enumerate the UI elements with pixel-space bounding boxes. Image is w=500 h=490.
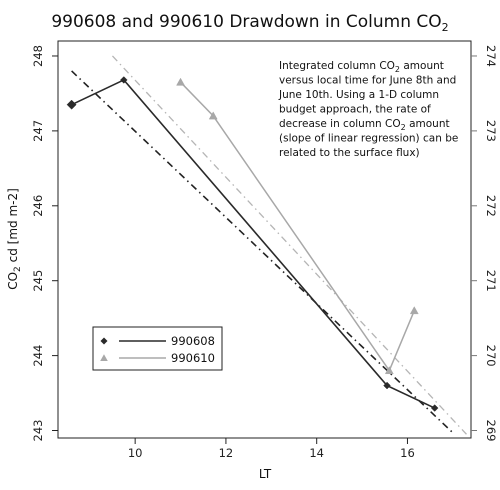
annotation-line: decrease in column CO2 amount [279, 118, 450, 132]
data-point-990610 [384, 366, 394, 375]
regression-lines [71, 55, 467, 435]
data-point-990610 [176, 77, 185, 86]
x-tick-label: 14 [309, 446, 324, 460]
y-left-tick-label: 248 [31, 45, 45, 67]
legend-entries: 990608 990610 [100, 334, 215, 365]
data-point-990608 [120, 76, 128, 84]
data-point-990610 [208, 111, 218, 120]
annotation-text: June 10th. Using a 1-D column [278, 89, 439, 101]
annotation-text: amount [406, 118, 450, 130]
y-right-tick-label: 271 [484, 270, 498, 292]
annotation-text: (slope of linear regression) can be [279, 133, 458, 145]
legend-marker-990610 [100, 354, 108, 362]
annotation-text: versus local time for June 8th and [279, 75, 456, 87]
annotation-line: June 10th. Using a 1-D column [278, 89, 439, 101]
y-left-tick-label: 244 [31, 345, 45, 367]
legend-label-990608: 990608 [171, 334, 215, 348]
y-left-tick-label: 247 [31, 120, 45, 142]
series-lines [71, 78, 436, 409]
legend-marker-990608 [100, 337, 108, 345]
y-right-tick-label: 272 [484, 195, 498, 217]
legend-label-990610: 990610 [171, 351, 215, 365]
annotation-subscript: 2 [401, 123, 406, 132]
y-axis-label-tail: cd [md m-2] [6, 188, 20, 266]
annotation-line: Integrated column CO2 amount [279, 60, 444, 74]
y-axis-label: CO2 cd [md m-2] [6, 188, 23, 290]
data-point-990608 [430, 404, 439, 412]
x-axis-label: LT [259, 467, 272, 481]
x-tick-label: 10 [128, 446, 143, 460]
y-right-tick-label: 273 [484, 120, 498, 142]
plot-frame [57, 40, 472, 439]
annotation-subscript: 2 [395, 65, 400, 74]
annotation-text: decrease in column CO [279, 118, 401, 130]
annotation-text: related to the surface flux) [279, 147, 420, 159]
annotation-text: Integrated column CO [279, 60, 395, 72]
data-point-990610 [409, 306, 419, 315]
y-right-tick-label: 269 [484, 420, 498, 442]
data-point-990608 [383, 381, 391, 390]
x-tick-label: 12 [219, 446, 234, 460]
annotation-text: budget approach, the rate of [279, 104, 431, 116]
series-line-990610 [179, 81, 415, 373]
y-axis-label-subscript: 2 [13, 266, 23, 272]
chart-title: 990608 and 990610 Drawdown in Column CO2 [51, 12, 448, 34]
y-axis-label-main: CO [6, 272, 20, 290]
chart-title-main: 990608 and 990610 Drawdown in Column CO [51, 12, 441, 32]
legend: 990608 990610 [92, 326, 223, 371]
legend-box [92, 326, 223, 371]
regression-line-990610 [111, 55, 467, 435]
annotation-line: (slope of linear regression) can be [279, 133, 458, 145]
y-right-tick-label: 274 [484, 45, 498, 67]
annotation-line: versus local time for June 8th and [279, 75, 456, 87]
regression-line-990608 [71, 70, 454, 434]
y-left-tick-label: 245 [31, 270, 45, 292]
series-markers [66, 76, 439, 412]
data-point-990608 [66, 99, 77, 110]
axes: 10 12 14 16 243 244 245 246 247 248 269 270 271 272 27… [31, 45, 498, 460]
y-left-tick-label: 246 [31, 195, 45, 217]
annotation-text: amount [400, 60, 444, 72]
annotation-line: related to the surface flux) [279, 147, 420, 159]
series-line-990608 [71, 78, 436, 409]
y-right-tick-label: 270 [484, 345, 498, 367]
annotation-line: budget approach, the rate of [279, 104, 431, 116]
chart-title-subscript: 2 [442, 21, 449, 34]
y-left-tick-label: 243 [31, 420, 45, 442]
x-tick-label: 16 [400, 446, 415, 460]
